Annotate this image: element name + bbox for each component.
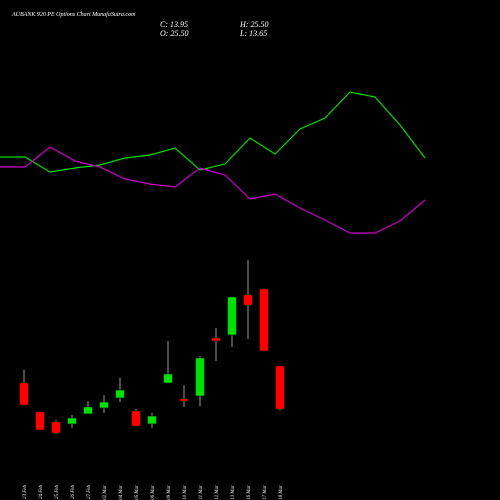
x-tick-label: 13 Mar: [231, 485, 236, 500]
x-tick-label: 27 Feb: [87, 485, 92, 500]
x-tick-label: 17 Mar: [263, 485, 268, 500]
candle-body: [115, 389, 125, 399]
x-tick-label: 10 Mar: [183, 485, 188, 500]
x-tick-label: 11 Mar: [199, 485, 204, 500]
x-tick-label: 12 Mar: [215, 485, 220, 500]
high-label: H: 25.50: [239, 20, 268, 29]
chart-title: AUBANK 920 PE Options Chart MunafaSutra.…: [11, 11, 136, 18]
x-tick-label: 05 Mar: [135, 485, 140, 500]
candle-body: [99, 401, 109, 409]
x-tick-label: 06 Mar: [151, 485, 156, 500]
candle-body: [243, 294, 253, 306]
x-tick-label: 26 Feb: [71, 485, 76, 500]
candle-body: [147, 415, 157, 425]
candle-body: [83, 406, 93, 415]
x-tick-label: 24 Feb: [39, 485, 44, 500]
open-label: O: 25.50: [160, 29, 188, 38]
candle-body: [179, 398, 189, 402]
x-tick-label: 04 Mar: [119, 485, 124, 500]
indicator-line: [0, 146, 426, 234]
candle-body: [163, 373, 173, 384]
candle-body: [275, 365, 285, 410]
candle-body: [195, 357, 205, 397]
indicator-line: [0, 91, 426, 173]
x-tick-label: 09 Mar: [167, 485, 172, 500]
candle-body: [211, 337, 221, 342]
x-tick-label: 25 Feb: [55, 485, 60, 500]
x-tick-label: 16 Mar: [247, 485, 252, 500]
candle-body: [19, 382, 29, 406]
close-label: C: 13.95: [160, 20, 188, 29]
x-tick-label: 18 Mar: [279, 485, 284, 500]
candle-body: [51, 421, 61, 434]
candle-body: [259, 288, 269, 352]
low-label: L: 13.65: [239, 29, 267, 38]
candle-body: [35, 411, 45, 431]
x-tick-label: 02 Mar: [103, 485, 108, 500]
candle-body: [227, 296, 237, 336]
x-tick-label: 23 Feb: [23, 485, 28, 500]
candle-body: [131, 410, 141, 427]
candle-body: [67, 417, 77, 425]
